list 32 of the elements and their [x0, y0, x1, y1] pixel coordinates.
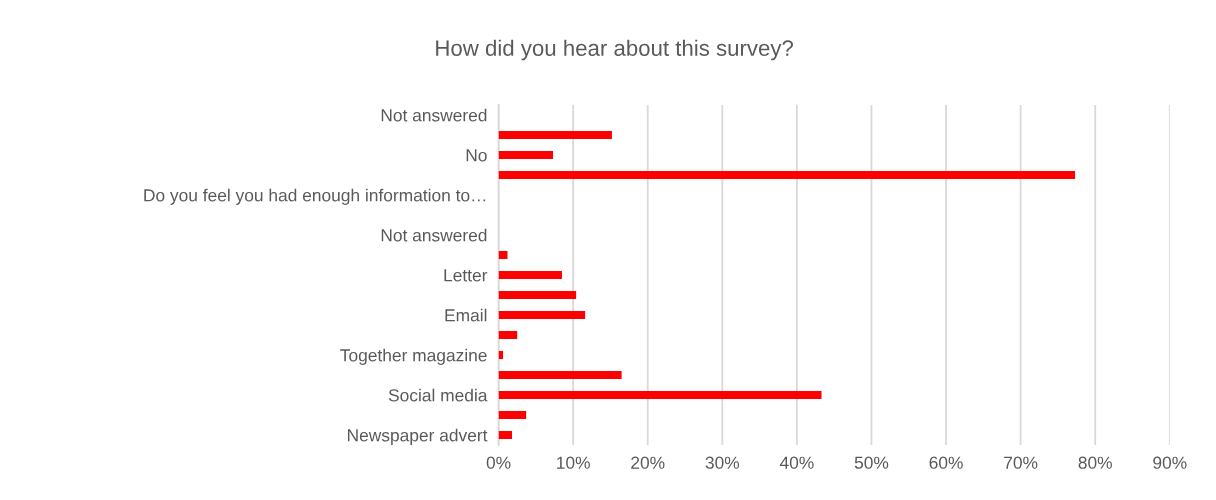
x-tick-label: 20% — [631, 456, 665, 469]
x-tick-label: 0% — [486, 456, 511, 469]
y-tick-label: Letter — [444, 269, 488, 282]
bar — [498, 151, 553, 159]
chart-title: How did you hear about this survey? — [436, 39, 793, 61]
x-tick-label: 90% — [1153, 456, 1187, 469]
bar — [498, 171, 1076, 179]
x-tick-label: 60% — [929, 456, 963, 469]
y-tick-label: Together magazine — [340, 348, 487, 365]
bar — [498, 371, 622, 379]
bar — [498, 431, 512, 439]
y-tick-label: Not answered — [381, 108, 487, 122]
x-tick-label: 80% — [1078, 456, 1112, 469]
bar — [498, 131, 612, 139]
y-tick-label: Not answered — [381, 228, 487, 242]
x-tick-label: 30% — [705, 456, 740, 469]
y-tick-label: Newspaper advert — [347, 428, 488, 445]
y-tick-label: Do you feel you had enough information to… — [144, 188, 486, 205]
x-tick-label: 40% — [779, 456, 814, 469]
bar — [498, 311, 586, 319]
y-tick-label: Email — [445, 308, 487, 322]
bar — [498, 411, 527, 419]
x-tick-label: 50% — [854, 456, 889, 469]
bar — [498, 291, 577, 299]
x-tick-label: 70% — [1004, 456, 1038, 469]
bar — [498, 251, 508, 259]
bar — [498, 331, 518, 339]
x-tick-label: 10% — [557, 456, 590, 469]
y-tick-label: Social media — [388, 388, 488, 402]
bar — [498, 391, 822, 399]
y-tick-label: No — [466, 149, 487, 162]
bar — [498, 271, 562, 279]
